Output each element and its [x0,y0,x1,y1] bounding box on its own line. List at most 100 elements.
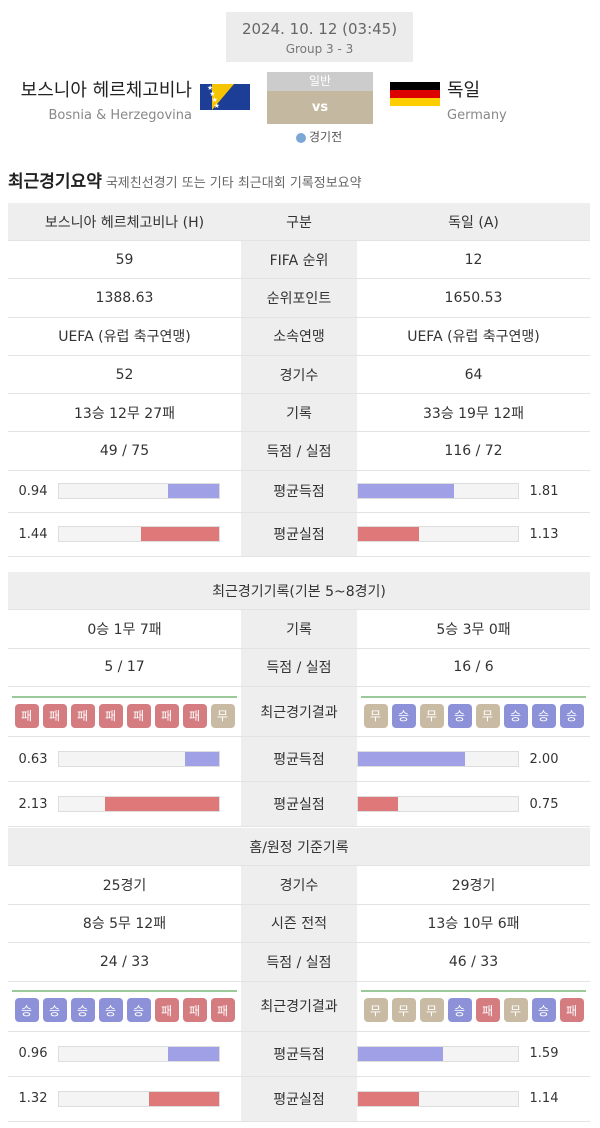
row-label: 기록 [241,394,357,432]
result-badge: 패 [14,703,39,728]
recent-table: 최근경기기록(기본 5~8경기) 0승 1무 7패 기록 5승 3무 0패 5 / 17… [8,572,590,827]
away-value: 12 [464,251,483,268]
result-badge: 패 [98,703,123,728]
away-bar: 2.00 [357,751,590,767]
away-bar: 1.81 [357,483,590,500]
away-bar-fill [358,1091,419,1106]
away-bar: 1.14 [357,1090,590,1107]
row-label: 기록 [241,610,357,648]
away-avg-value: 1.14 [529,1091,559,1106]
table-row: 보스니아 헤르체고비나 (H) 구분 독일 (A) [8,203,590,241]
away-bar-fill [358,797,398,811]
home-bar-fill [105,797,219,811]
away-value: 1650.53 [444,289,503,306]
row-label: 득점 / 실점 [241,432,357,470]
result-badge: 무 [363,703,388,728]
result-badge: 패 [154,998,179,1022]
row-label: 평균득점 [241,470,357,512]
home-avg-value: 2.13 [18,796,48,812]
home-avg-value: 1.44 [18,526,48,542]
away-bar-fill [358,527,419,542]
home-value: 8승 5무 12패 [82,916,167,933]
row-label: 평균실점 [241,782,357,826]
result-badge: 승 [391,703,416,728]
away-bar: 1.59 [357,1045,590,1062]
result-badge: 승 [42,998,67,1022]
home-bar-fill [167,1046,219,1061]
away-avg-value: 1.59 [529,1046,559,1061]
away-bar-track [357,796,519,812]
match-status: 경기전 [296,128,342,145]
results-arrow-icon [361,990,586,992]
result-badge: 승 [447,998,472,1022]
result-badge: 승 [531,703,556,728]
away-bar-fill [358,752,466,766]
home-bar-track [58,483,220,500]
away-bar-track [357,1090,519,1107]
group-header: 홈/원정 기준기록 [8,828,590,866]
match-datetime: 2024. 10. 12 (03:45) [241,20,398,38]
table-row: 13승 12무 27패 기록 33승 19무 12패 [8,394,590,433]
table-row: UEFA (유럽 축구연맹) 소속연맹 UEFA (유럽 축구연맹) [8,317,590,356]
result-badge: 승 [70,998,95,1022]
row-label: 득점 / 실점 [241,648,357,686]
home-avg-value: 0.96 [18,1046,48,1061]
row-label: 경기수 [241,866,357,904]
row-label: 평균득점 [241,737,357,781]
away-team-name-en: Germany [447,108,507,123]
summary-table: 보스니아 헤르체고비나 (H) 구분 독일 (A) 59 FIFA 순위 12 1388.6… [8,203,590,557]
result-badge: 무 [475,703,500,728]
result-badge: 승 [14,998,39,1022]
match-group: Group 3 - 3 [285,42,354,56]
away-avg-value: 1.81 [529,483,559,499]
home-value: 25경기 [102,877,147,894]
avg-bar-row: 0.63 평균득점 2.00 [8,737,590,782]
away-team-name: 독일 [447,80,481,101]
result-badge: 무 [419,998,444,1022]
table-row: 24 / 33 득점 / 실점 46 / 33 [8,943,590,982]
home-value: 보스니아 헤르체고비나 (H) [44,214,205,231]
results-arrow-icon [361,695,586,698]
avg-bar-row: 1.44 평균실점 1.13 [8,512,590,557]
germany-flag-icon [390,82,440,106]
row-label: 평균실점 [241,1076,357,1121]
result-badge: 승 [98,998,123,1022]
away-bar: 1.13 [357,526,590,543]
home-value: UEFA (유럽 축구연맹) [58,329,191,346]
row-label: 구분 [241,203,357,240]
away-value: 29경기 [451,877,496,894]
home-team[interactable]: 보스니아 헤르체고비나 Bosnia & Herzegovina [21,76,192,123]
home-value: 49 / 75 [99,443,150,460]
status-dot-icon [296,132,306,143]
home-team-name: 보스니아 헤르체고비나 [20,80,192,101]
away-value: 64 [464,366,483,383]
away-bar: 0.75 [357,796,590,812]
row-label: 최근경기결과 [241,687,357,736]
avg-bar-row: 1.32 평균실점 1.14 [8,1076,590,1122]
home-value: 24 / 33 [99,953,150,970]
home-bar-fill [185,752,219,766]
vs-label: vs [267,91,373,124]
section-title: 최근경기요약 [8,172,102,192]
avg-bar-row: 2.13 평균실점 0.75 [8,782,590,827]
table-row: 8승 5무 12패 시즌 전적 13승 10무 6패 [8,904,590,943]
result-badge: 패 [70,703,95,728]
away-value: 33승 19무 12패 [423,405,524,422]
away-bar-track [357,483,519,500]
home-value: 13승 12무 27패 [74,405,175,422]
result-badge: 무 [391,998,416,1022]
result-badge: 무 [503,998,528,1022]
result-badge: 무 [210,703,235,728]
group-header: 최근경기기록(기본 5~8경기) [8,572,590,610]
row-label: 순위포인트 [241,279,357,317]
result-badge: 패 [42,703,67,728]
row-label: 최근경기결과 [241,981,357,1031]
away-value: 13승 10무 6패 [427,916,520,933]
away-team[interactable]: 독일 Germany [447,76,507,123]
result-badge: 승 [503,703,528,728]
match-header: 2024. 10. 12 (03:45) Group 3 - 3 보스니아 헤르… [0,0,600,192]
away-bar-fill [358,484,454,499]
bosnia-flag-icon: ★ ★ ★ ★ [200,84,250,110]
table-row: 0승 1무 7패 기록 5승 3무 0패 [8,610,590,649]
table-row: 49 / 75 득점 / 실점 116 / 72 [8,432,590,471]
